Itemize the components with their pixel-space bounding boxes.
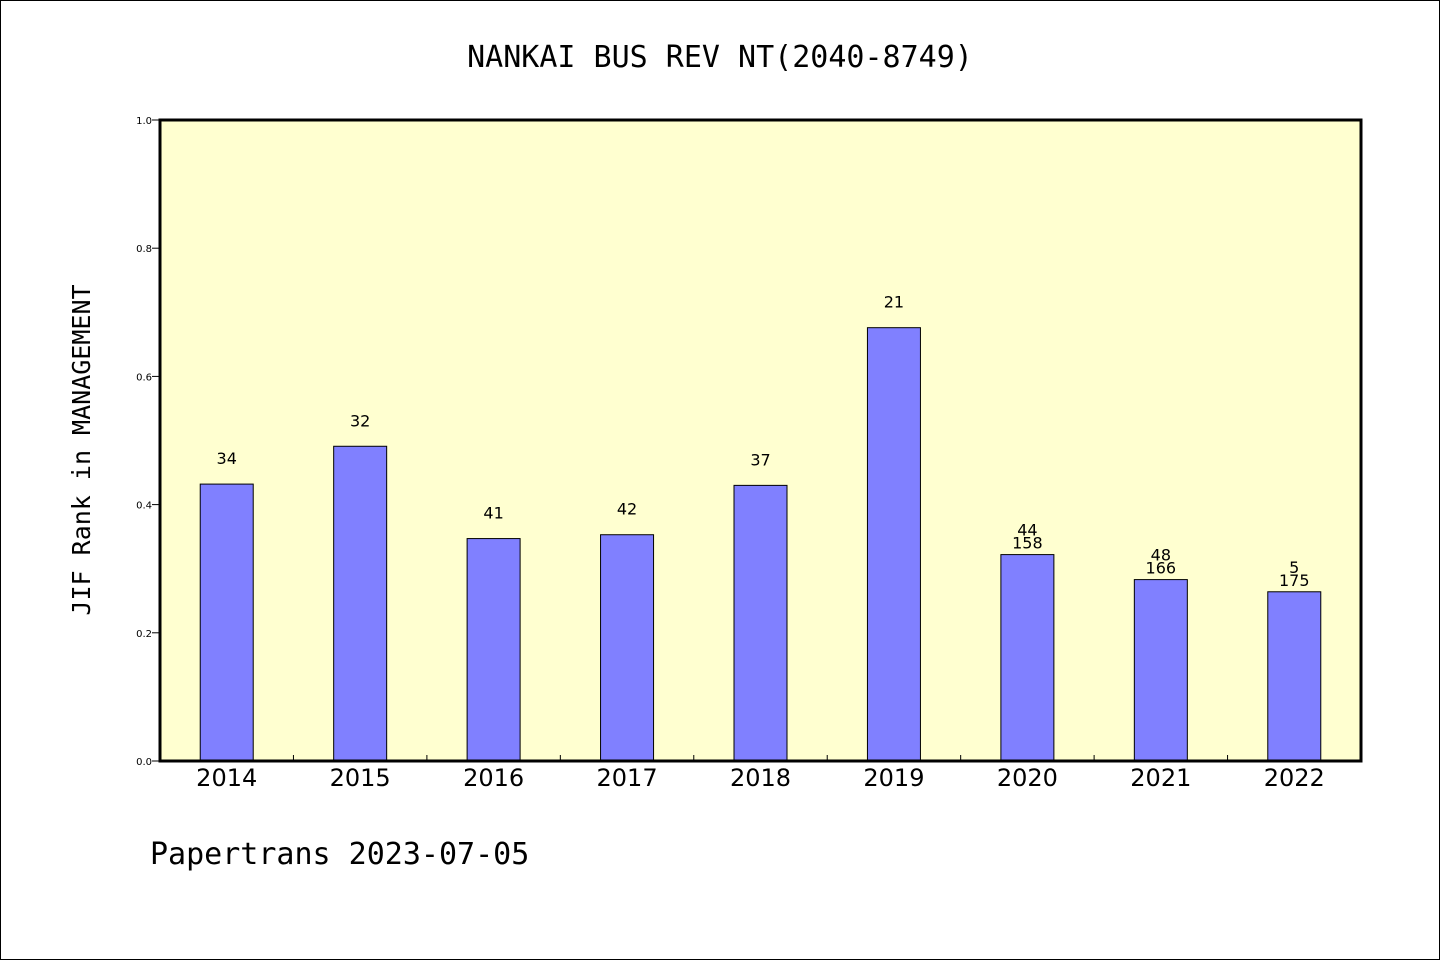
x-tick-label: 2022 [1264, 764, 1325, 792]
data-label: 32 [350, 411, 370, 430]
x-tick-label: 2019 [863, 764, 924, 792]
bar-2017 [600, 534, 655, 762]
data-label: 34 [217, 449, 237, 468]
bar-2019 [866, 327, 921, 762]
y-tick-label: 0.0 [136, 757, 152, 768]
y-tick-label: 0.6 [136, 372, 152, 383]
data-label: 5 [1289, 558, 1299, 577]
bar-2018 [733, 484, 788, 762]
data-label: 158 [1012, 534, 1043, 553]
plot-border [158, 118, 1363, 763]
bar-2015 [333, 445, 388, 762]
y-tick-label: 0.8 [136, 244, 152, 255]
x-tick-label: 2016 [463, 764, 524, 792]
x-tick-label: 2018 [730, 764, 791, 792]
footer-credit: Papertrans 2023-07-05 [150, 837, 529, 872]
x-tick-label: 2014 [196, 764, 257, 792]
bar-2022 [1267, 591, 1322, 762]
y-tick-label: 0.2 [136, 629, 152, 640]
data-label: 37 [750, 450, 770, 469]
data-label: 48 [1151, 546, 1171, 565]
x-tick-label: 2021 [1130, 764, 1191, 792]
x-tick-label: 2015 [330, 764, 391, 792]
data-label: 44 [1017, 521, 1037, 540]
x-tick-label: 2017 [597, 764, 658, 792]
bar-2016 [466, 538, 521, 762]
data-label: 41 [483, 504, 503, 523]
y-tick-label: 1.0 [136, 116, 152, 127]
data-label: 42 [617, 500, 637, 519]
bar-2014 [199, 483, 254, 762]
y-tick-label: 0.4 [136, 501, 152, 512]
data-label: 166 [1146, 559, 1177, 578]
bar-2021 [1133, 579, 1188, 762]
data-label: 175 [1279, 571, 1310, 590]
y-axis-label: JIF Rank in MANAGEMENT [67, 284, 96, 615]
data-label: 21 [884, 293, 904, 312]
chart-title: NANKAI BUS REV NT(2040-8749) [467, 40, 973, 75]
bar-2020 [1000, 554, 1055, 762]
x-tick-label: 2020 [997, 764, 1058, 792]
